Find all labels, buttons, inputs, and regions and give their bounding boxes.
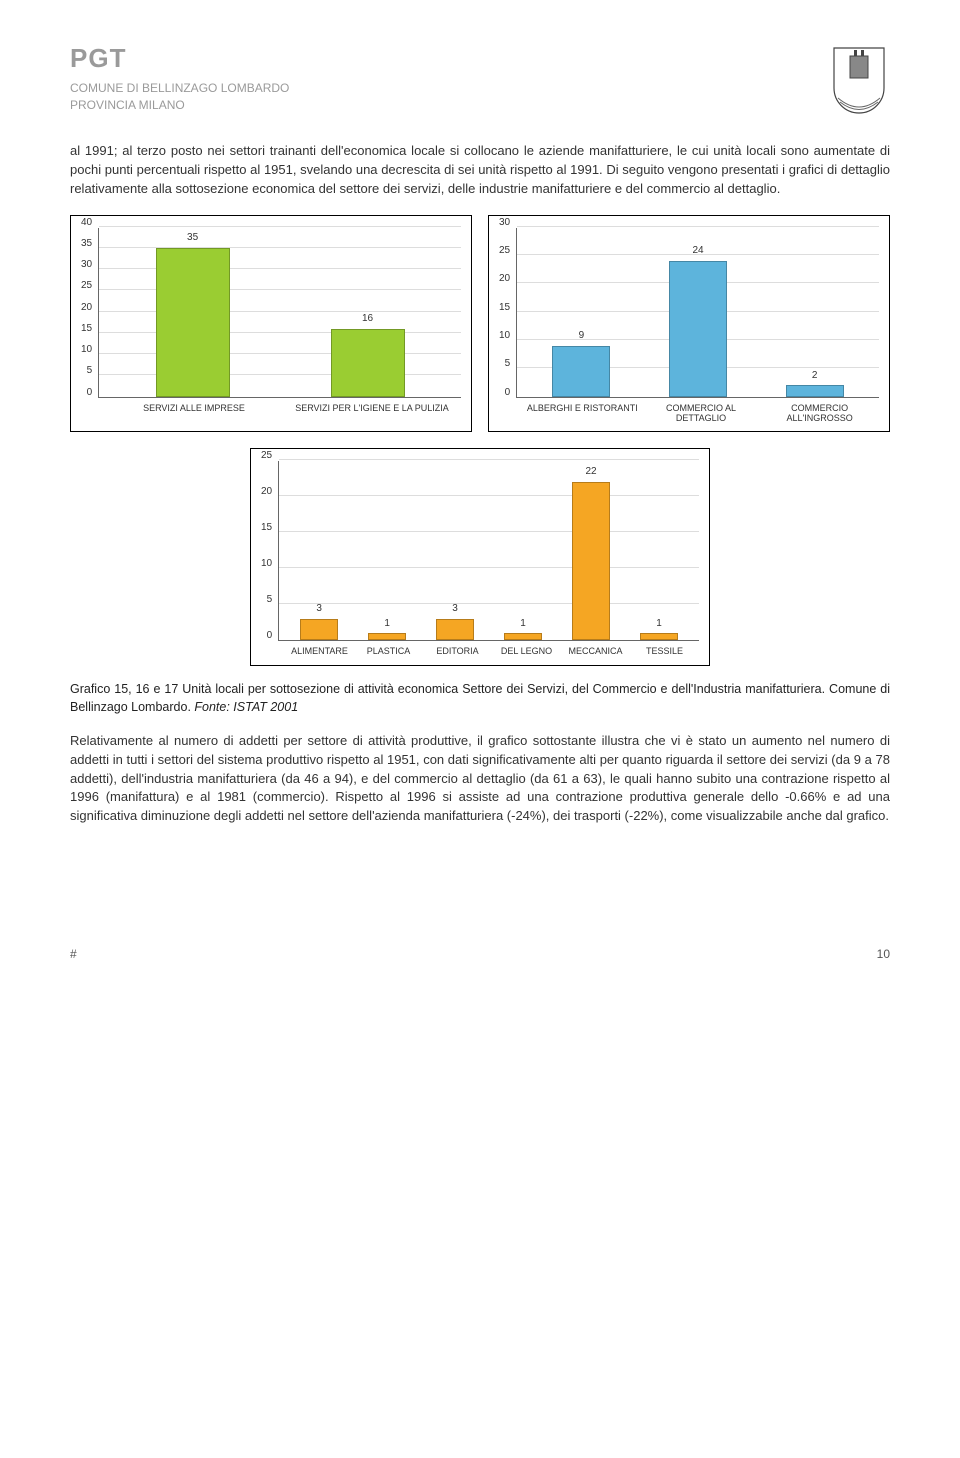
caption-text: Grafico 15, 16 e 17 Unità locali per sot… [70,682,890,714]
bar [572,482,610,640]
bar-column: 22 [557,461,625,640]
crest-icon [828,40,890,118]
doc-sub2: PROVINCIA MILANO [70,97,289,114]
xtick-label: EDITORIA [423,646,492,656]
bar [300,619,338,641]
bar-column: 1 [489,461,557,640]
page-footer: # 10 [70,946,890,963]
xtick-label: SERVIZI ALLE IMPRESE [105,403,283,413]
bar-column: 3 [285,461,353,640]
bar-column: 1 [353,461,421,640]
xtick-label: TESSILE [630,646,699,656]
xtick-label: SERVIZI PER L'IGIENE E LA PULIZIA [283,403,461,413]
bar-column: 24 [640,228,757,397]
bar-column: 1 [625,461,693,640]
bar-column: 16 [280,228,455,397]
bar-column: 2 [756,228,873,397]
bar [368,633,406,640]
caption-source: Fonte: ISTAT 2001 [194,700,298,714]
xtick-label: MECCANICA [561,646,630,656]
bar-value: 35 [187,231,198,246]
header-left: PGT COMUNE DI BELLINZAGO LOMBARDO PROVIN… [70,40,289,114]
xtick-label: ALIMENTARE [285,646,354,656]
bar [640,633,678,640]
bar-value: 3 [452,602,458,617]
doc-sub1: COMUNE DI BELLINZAGO LOMBARDO [70,80,289,97]
bar [331,329,405,397]
bar [504,633,542,640]
paragraph-1: al 1991; al terzo posto nei settori trai… [70,142,890,199]
bar-value: 3 [316,602,322,617]
bar [669,261,727,397]
bar-value: 16 [362,312,373,327]
chart-3: 25201510503131221ALIMENTAREPLASTICAEDITO… [250,448,710,665]
paragraph-2: Relativamente al numero di addetti per s… [70,732,890,826]
chart-2: 3025201510509242ALBERGHI E RISTORANTICOM… [488,215,890,433]
bar [156,248,230,397]
bar-value: 2 [812,369,818,384]
chart-1: 40353025201510503516SERVIZI ALLE IMPRESE… [70,215,472,433]
bar [552,346,610,397]
footer-left: # [70,946,77,963]
footer-right: 10 [877,946,890,963]
bar-value: 24 [693,244,704,259]
xtick-label: ALBERGHI E RISTORANTI [523,403,642,424]
xtick-label: DEL LEGNO [492,646,561,656]
charts-row-top: 40353025201510503516SERVIZI ALLE IMPRESE… [70,215,890,433]
bar-value: 1 [520,617,526,632]
bar-value: 1 [656,617,662,632]
bar-column: 35 [105,228,280,397]
doc-title: PGT [70,40,289,78]
page-header: PGT COMUNE DI BELLINZAGO LOMBARDO PROVIN… [70,40,890,118]
bar-column: 3 [421,461,489,640]
xtick-label: COMMERCIO AL DETTAGLIO [642,403,761,424]
bar-value: 1 [384,617,390,632]
xtick-label: PLASTICA [354,646,423,656]
bar [786,385,844,396]
chart-caption: Grafico 15, 16 e 17 Unità locali per sot… [70,680,890,716]
xtick-label: COMMERCIO ALL'INGROSSO [760,403,879,424]
bar-value: 9 [579,329,585,344]
bar [436,619,474,641]
bar-value: 22 [585,465,596,480]
bar-column: 9 [523,228,640,397]
